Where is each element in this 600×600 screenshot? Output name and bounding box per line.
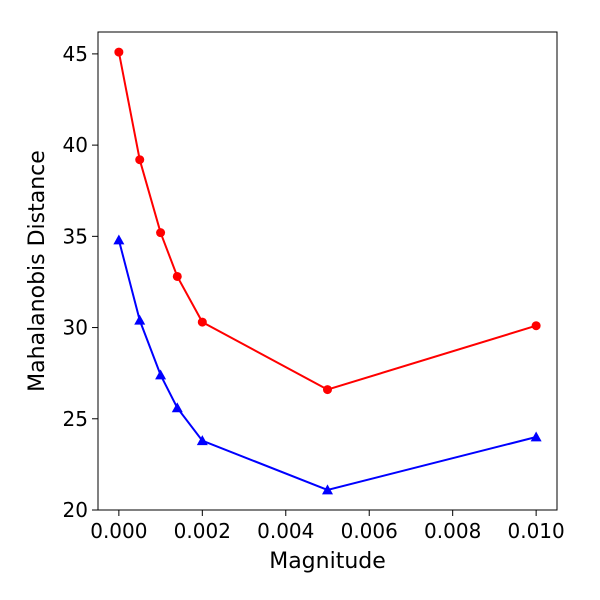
series-1-point <box>156 228 166 238</box>
series-2-point <box>155 369 167 380</box>
series-2-point <box>530 431 542 442</box>
x-tick-label: 0.008 <box>424 519 481 543</box>
y-axis-label: Mahalanobis Distance <box>25 150 50 392</box>
series-1-point <box>197 317 207 327</box>
series-1-point <box>114 47 124 57</box>
y-tick-label: 20 <box>63 498 88 522</box>
y-tick-label: 35 <box>63 224 88 248</box>
x-axis-label: Magnitude <box>269 549 386 574</box>
y-tick-label: 30 <box>63 316 88 340</box>
x-tick-label: 0.010 <box>508 519 565 543</box>
y-tick-label: 45 <box>63 42 88 66</box>
series-2-point <box>113 234 125 245</box>
x-tick-label: 0.000 <box>90 519 147 543</box>
x-tick-label: 0.004 <box>257 519 314 543</box>
y-tick-label: 40 <box>63 133 88 157</box>
series-1-point <box>135 155 145 165</box>
series-1-point <box>172 271 182 281</box>
series-2-point <box>322 484 333 495</box>
series-1 <box>114 47 541 395</box>
y-tick-label: 25 <box>63 407 88 431</box>
x-tick-label: 0.006 <box>341 519 398 543</box>
y-axis: 20 25 30 35 40 45 <box>63 42 98 522</box>
series-1-point <box>323 385 332 395</box>
series-2-point <box>134 314 146 325</box>
series-1-point <box>531 321 541 331</box>
series-2-point <box>196 435 208 446</box>
series-2-point <box>171 402 183 413</box>
x-tick-label: 0.002 <box>174 519 231 543</box>
series-2 <box>113 234 542 495</box>
x-axis: 0.000 0.002 0.004 0.006 0.008 0.010 <box>90 510 565 543</box>
series-layer <box>113 47 542 495</box>
plot-frame <box>97 31 558 511</box>
